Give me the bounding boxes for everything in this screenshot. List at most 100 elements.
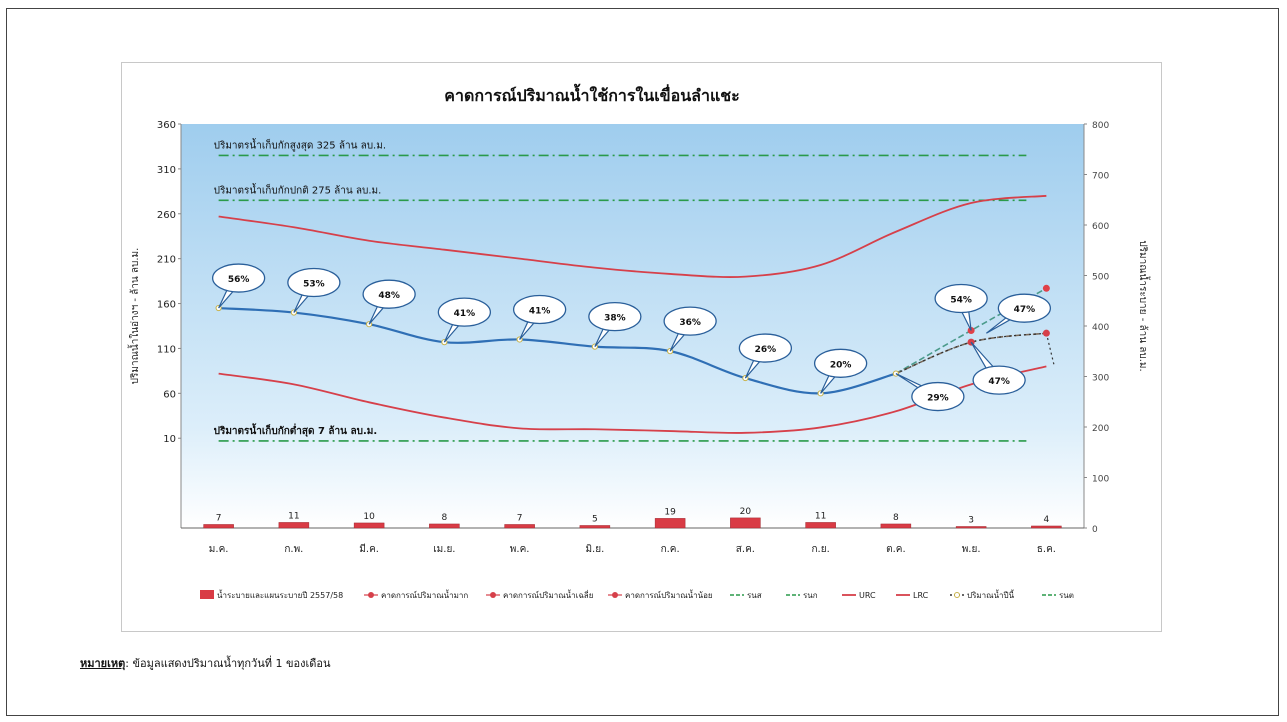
- x-tick-label: ต.ค.: [886, 544, 906, 555]
- legend-swatch: [490, 592, 496, 598]
- x-tick-label: ธ.ค.: [1037, 544, 1056, 555]
- y-left-tick-label: 10: [163, 434, 176, 445]
- legend-swatch: [200, 590, 214, 599]
- forecast-low-tail: [1045, 333, 1055, 367]
- callout-bubble: [972, 365, 1026, 395]
- lrc-line: [218, 365, 1047, 434]
- release-bar: [278, 522, 310, 529]
- release-bar-label: 11: [288, 511, 299, 521]
- callout-bubble: [911, 381, 965, 412]
- callout-bubble: [362, 279, 416, 309]
- legend-swatch: [368, 592, 374, 598]
- release-bar-label: 5: [592, 514, 598, 524]
- y-right-tick-label: 0: [1092, 525, 1098, 535]
- y-left-tick-label: 210: [157, 255, 176, 266]
- reference-line-label: ปริมาตรน้ำเก็บกักต่ำสุด 7 ล้าน ลบ.ม.: [214, 423, 378, 437]
- x-tick-label: ก.พ.: [284, 544, 303, 555]
- legend-item: URC: [842, 591, 876, 600]
- x-tick-label: พ.ค.: [510, 544, 530, 555]
- release-bar-label: 7: [216, 513, 222, 523]
- callout-bubble: [738, 333, 793, 363]
- x-tick-label: ก.ค.: [661, 544, 680, 555]
- x-tick-label: มี.ค.: [359, 543, 379, 555]
- footnote-label: หมายเหตุ: [80, 657, 126, 670]
- current-year-line: [218, 306, 897, 395]
- callout-bubble: [934, 283, 988, 314]
- callout-bubble: [211, 263, 266, 293]
- legend-label: คาดการณ์ปริมาณน้ำเฉลี่ย: [503, 589, 593, 600]
- release-bar-label: 3: [968, 515, 974, 525]
- release-bar: [504, 524, 535, 529]
- legend-item: LRC: [896, 591, 929, 600]
- release-bar: [353, 522, 385, 529]
- y-axis-left-label: ปริมาณน้ำในอ่างฯ - ล้าน ลบ.ม.: [127, 248, 141, 385]
- callout-bubble: [437, 297, 492, 327]
- release-bar-label: 20: [740, 507, 752, 517]
- legend-label: ปริมาณน้ำปีนี้: [967, 589, 1015, 600]
- release-bar-label: 19: [664, 507, 676, 517]
- y-left-tick-label: 260: [157, 210, 176, 221]
- release-bar-label: 4: [1044, 515, 1050, 525]
- y-left-tick-label: 110: [157, 344, 176, 355]
- release-bar: [203, 524, 234, 529]
- release-bar: [880, 523, 912, 529]
- x-tick-label: เม.ย.: [433, 544, 455, 555]
- release-bar-label: 8: [893, 513, 899, 523]
- release-bar-label: 10: [363, 512, 375, 522]
- x-tick-label: พ.ย.: [962, 544, 981, 555]
- callout-label: 29%: [927, 394, 949, 404]
- y-left-tick-label: 360: [157, 120, 176, 131]
- release-bar-label: 7: [517, 513, 523, 523]
- legend-item: คาดการณ์ปริมาณน้ำน้อย: [608, 589, 713, 600]
- forecast-high-marker: [1042, 284, 1050, 292]
- release-bar: [955, 526, 987, 529]
- callout-label: 47%: [988, 377, 1010, 387]
- release-bar: [654, 518, 686, 529]
- y-right-tick-label: 100: [1092, 475, 1109, 485]
- release-bar: [1031, 525, 1062, 529]
- callout-bubble: [588, 301, 642, 332]
- y-left-tick-label: 310: [157, 165, 176, 176]
- callout-bubble: [663, 306, 717, 336]
- chart-svg: คาดการณ์ปริมาณน้ำใช้การในเขื่อนลำแชะ 360…: [127, 83, 1151, 600]
- callout-bubble: [512, 294, 567, 325]
- callout-label: 48%: [378, 291, 400, 301]
- y-right-tick-label: 400: [1092, 323, 1109, 333]
- legend-label: คาดการณ์ปริมาณน้ำน้อย: [625, 589, 713, 600]
- x-tick-label: ก.ย.: [811, 544, 829, 555]
- legend-item: รนต: [1042, 591, 1074, 600]
- legend-item: รนก: [786, 591, 818, 600]
- y-axis-right-label: ปริมาณน้ำระบาย - ล้าน ลบ.ม.: [1137, 240, 1151, 371]
- y-right-tick-label: 200: [1092, 424, 1109, 434]
- callout-label: 36%: [679, 318, 701, 328]
- callout-label: 41%: [529, 306, 551, 316]
- callout-label: 56%: [228, 275, 250, 285]
- legend-label: รนส: [747, 591, 762, 600]
- release-bar-label: 11: [815, 511, 826, 521]
- legend-label: น้ำระบายและแผนระบายปี 2557/58: [217, 589, 343, 600]
- footnote: หมายเหตุ: ข้อมูลแสดงปริมาณน้ำทุกวันที่ 1…: [80, 654, 331, 672]
- callout-bubble: [287, 267, 341, 298]
- y-right-tick-label: 800: [1092, 121, 1109, 131]
- reference-line-label: ปริมาตรน้ำเก็บกักปกติ 275 ล้าน ลบ.ม.: [214, 182, 382, 196]
- release-bar-label: 8: [442, 513, 448, 523]
- callout-bubble: [997, 293, 1052, 323]
- callout-label: 53%: [303, 280, 325, 290]
- legend-label: รนต: [1059, 591, 1074, 600]
- callout-label: 54%: [950, 295, 972, 305]
- legend-label: รนก: [803, 591, 818, 600]
- release-bar: [579, 525, 611, 529]
- y-right-tick-label: 700: [1092, 172, 1109, 182]
- release-bar: [730, 517, 761, 529]
- callout-label: 41%: [454, 309, 476, 319]
- x-tick-label: ม.ค.: [209, 544, 229, 555]
- legend-item: น้ำระบายและแผนระบายปี 2557/58: [200, 589, 343, 600]
- legend-label: LRC: [913, 591, 929, 600]
- legend-swatch: [612, 592, 618, 598]
- legend-item: รนส: [730, 591, 762, 600]
- chart-title: คาดการณ์ปริมาณน้ำใช้การในเขื่อนลำแชะ: [444, 83, 739, 105]
- legend-label: URC: [859, 591, 876, 600]
- footnote-text: : ข้อมูลแสดงปริมาณน้ำทุกวันที่ 1 ของเดือ…: [125, 657, 331, 670]
- chart-container: คาดการณ์ปริมาณน้ำใช้การในเขื่อนลำแชะ 360…: [121, 62, 1162, 632]
- callout-label: 47%: [1014, 305, 1036, 315]
